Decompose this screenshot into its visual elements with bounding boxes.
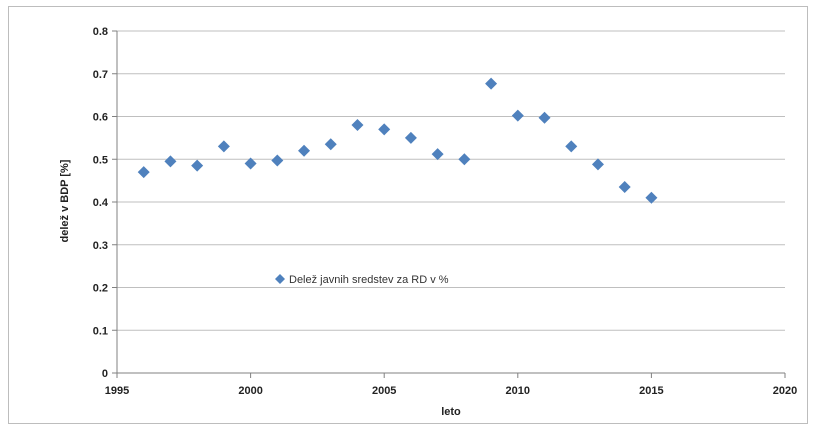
- grid-lines: [117, 30, 785, 331]
- data-points: [137, 77, 658, 204]
- y-tick-label: 0.6: [93, 112, 108, 124]
- y-tick-label: 0.1: [93, 325, 108, 337]
- data-point: [458, 153, 471, 166]
- data-point: [378, 123, 391, 136]
- data-point: [191, 159, 204, 172]
- legend-label: Delež javnih sredstev za RD v %: [289, 274, 449, 286]
- data-point: [324, 138, 337, 151]
- data-point: [645, 191, 658, 204]
- y-axis-title: delež v BDP [%]: [59, 159, 71, 242]
- x-tick-labels: 1995 2000 2005 2010 2015 2020: [105, 385, 797, 397]
- x-tick-label: 2010: [506, 385, 530, 397]
- y-tick-label: 0.8: [93, 26, 108, 38]
- x-tick-label: 2020: [773, 385, 797, 397]
- data-point: [404, 131, 417, 144]
- x-tick-label: 1995: [105, 385, 129, 397]
- data-point: [485, 77, 498, 90]
- x-axis-title: leto: [441, 406, 461, 418]
- legend: Delež javnih sredstev za RD v %: [275, 274, 449, 286]
- y-tick-label: 0.3: [93, 240, 108, 252]
- data-point: [511, 109, 524, 122]
- data-point: [565, 140, 578, 153]
- data-point: [591, 158, 604, 171]
- x-tick-label: 2000: [238, 385, 262, 397]
- data-point: [217, 140, 230, 153]
- data-point: [431, 148, 444, 161]
- x-tick-label: 2005: [372, 385, 396, 397]
- y-tick-label: 0.5: [93, 154, 108, 166]
- data-point: [298, 144, 311, 157]
- x-tick-label: 2015: [639, 385, 663, 397]
- data-point: [351, 119, 364, 132]
- axes: [112, 30, 786, 378]
- y-tick-label: 0.7: [93, 69, 108, 81]
- data-point: [618, 181, 631, 194]
- data-point: [164, 155, 177, 168]
- data-point: [271, 154, 284, 167]
- y-tick-label: 0.4: [93, 197, 109, 209]
- data-point: [137, 166, 150, 179]
- data-point: [538, 111, 551, 124]
- y-tick-labels: 0 0.1 0.2 0.3 0.4 0.5 0.6 0.7 0.8: [93, 26, 109, 380]
- y-tick-label: 0.2: [93, 283, 108, 295]
- chart-frame: [8, 6, 808, 424]
- data-point: [244, 157, 257, 170]
- legend-marker-diamond-icon: [275, 274, 285, 284]
- y-tick-label: 0: [102, 368, 108, 380]
